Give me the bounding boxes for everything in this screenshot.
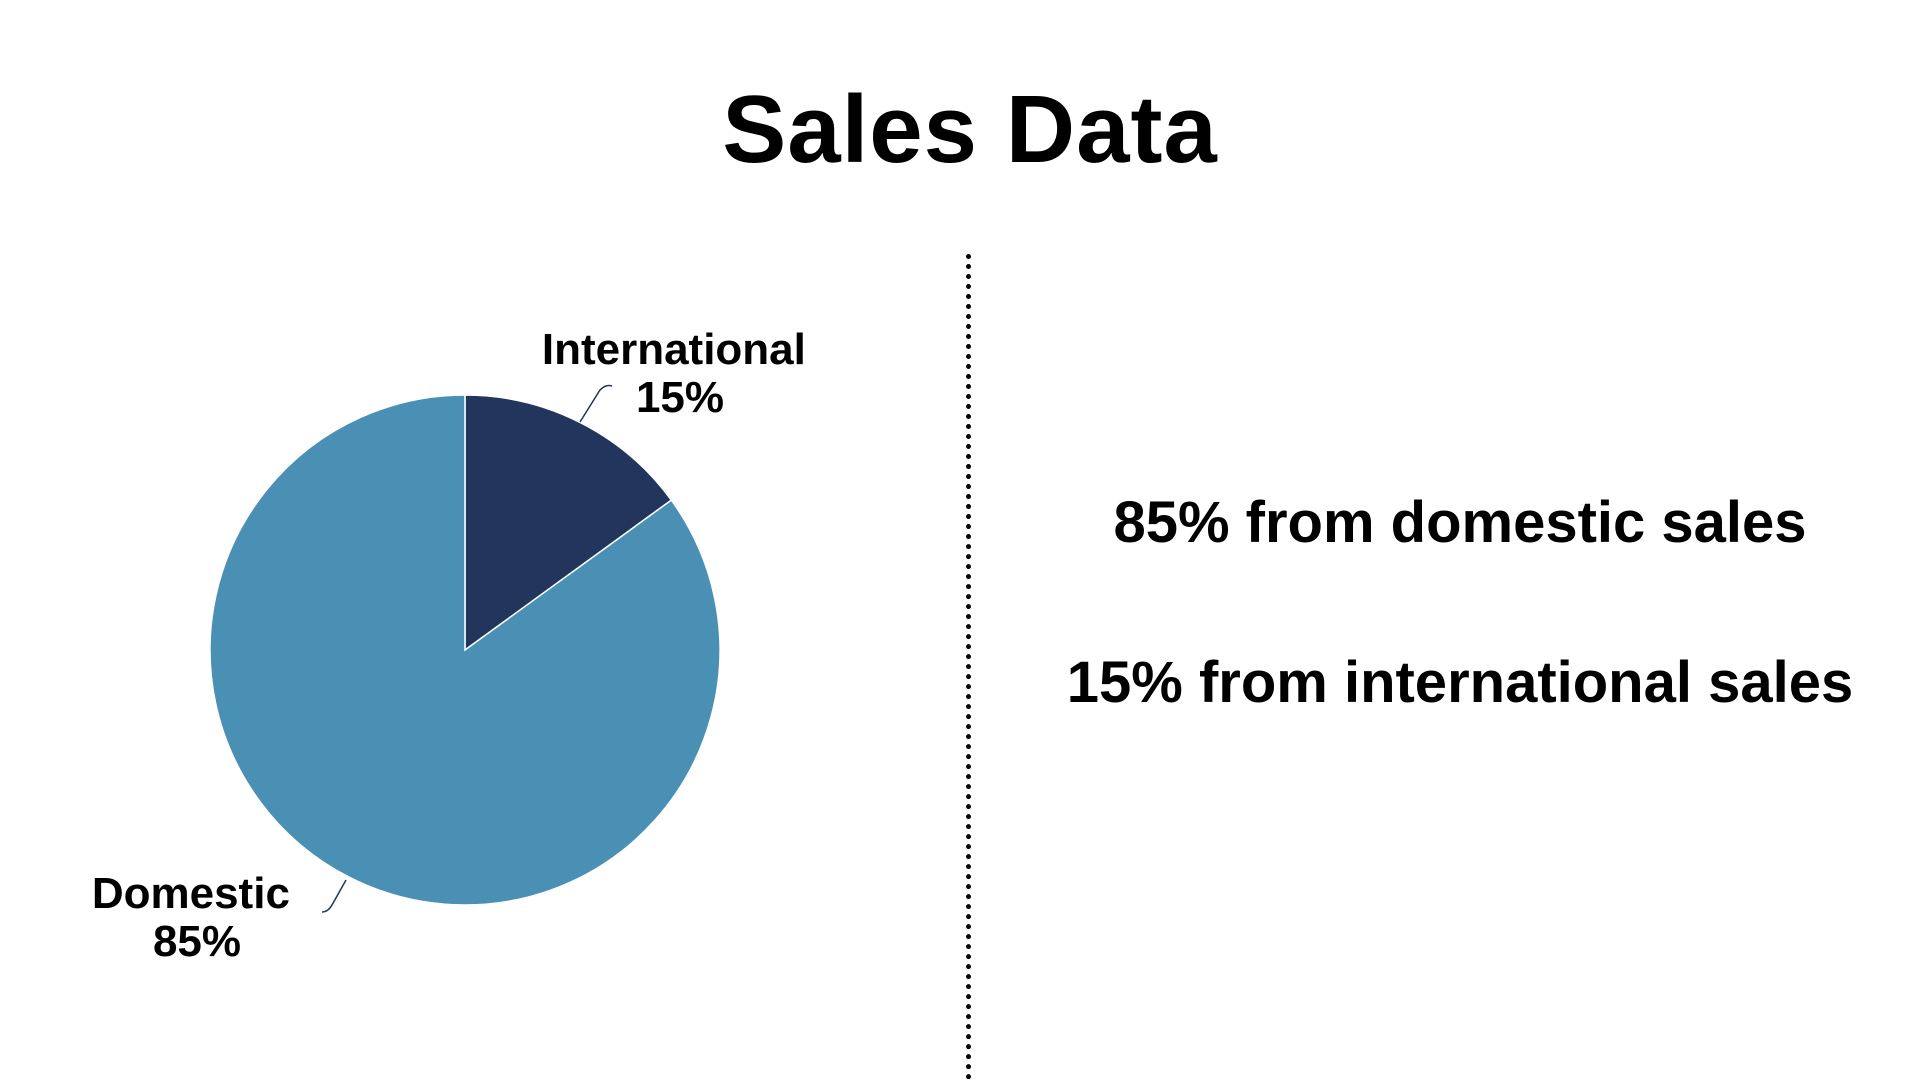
slice-category-label-domestic: Domestic [92,869,290,918]
pie-slice-domestic [209,394,721,906]
dotted-divider [966,254,971,1080]
slice-label-international: International 15% [542,325,818,422]
statement-international: 15% from international sales [1066,650,1854,715]
pie-chart: International 15% Domestic 85% [92,325,818,966]
statement-domestic: 85% from domestic sales [1113,490,1807,555]
slice-label-domestic: Domestic 85% [92,869,302,966]
leader-line-international [579,384,613,423]
slice-value-label-domestic: 85% [153,917,241,966]
page-title: Sales Data [722,76,1218,183]
leader-line-domestic [321,879,347,913]
slice-category-label-international: International [542,325,806,374]
pie-slice-international [464,394,673,652]
leader-lines [321,384,613,913]
summary-statements: 85% from domestic sales 15% from interna… [1000,0,1920,1080]
pie-slices [209,394,721,906]
slice-value-label-international: 15% [636,373,724,422]
